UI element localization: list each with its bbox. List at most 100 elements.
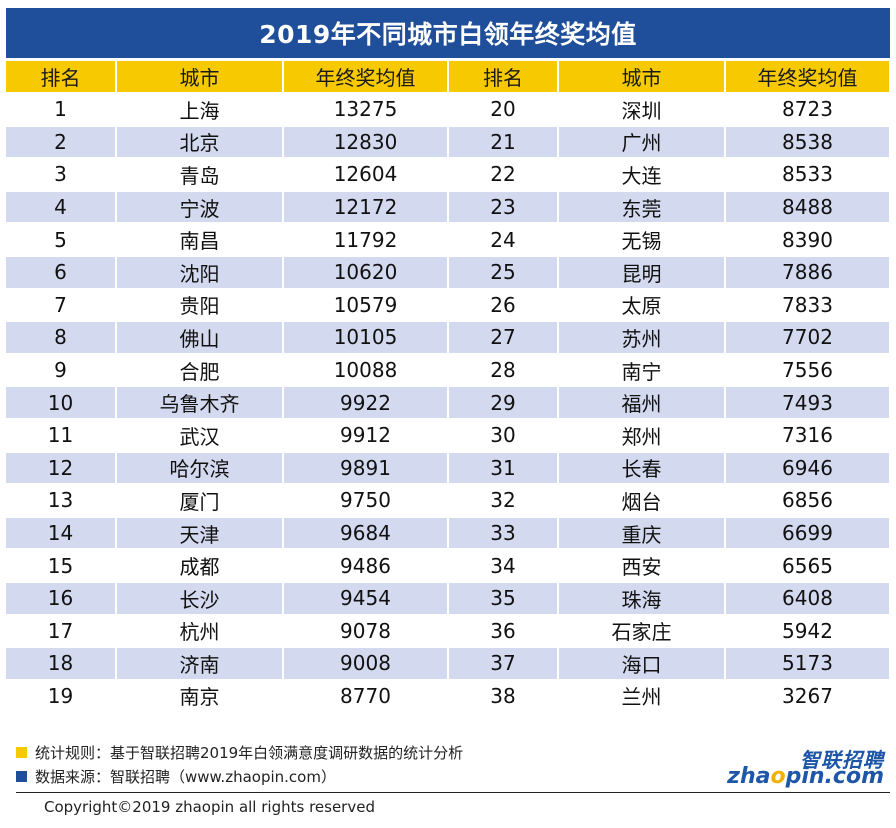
bonus-cell: 9008: [283, 647, 449, 681]
note-source-text: 数据来源：智联招聘（www.zhaopin.com）: [35, 767, 336, 786]
rank-cell: 18: [6, 647, 117, 681]
rank-cell: 4: [6, 190, 117, 225]
city-cell: 沈阳: [116, 255, 284, 290]
table-row: 10 乌鲁木齐 9922 29 福州 7493: [6, 386, 891, 420]
bonus-cell: 9486: [283, 549, 449, 583]
header-city-left: 城市: [116, 61, 284, 94]
bonus-cell: 5173: [725, 647, 891, 681]
city-cell: 大连: [558, 158, 726, 192]
bonus-cell: 7886: [725, 255, 891, 290]
bonus-cell: 12604: [283, 158, 449, 192]
table-row: 3 青岛 12604 22 大连 8533: [6, 158, 891, 192]
table-row: 16 长沙 9454 35 珠海 6408: [6, 581, 891, 616]
city-cell: 无锡: [558, 223, 726, 257]
yellow-square-icon: [16, 746, 27, 758]
rank-cell: 33: [448, 516, 559, 551]
blue-square-icon: [16, 770, 27, 782]
header-bonus-right: 年终奖均值: [725, 61, 891, 94]
table-row: 14 天津 9684 33 重庆 6699: [6, 516, 891, 551]
bonus-cell: 9891: [283, 451, 449, 486]
table-row: 2 北京 12830 21 广州 8538: [6, 125, 891, 160]
city-cell: 西安: [558, 549, 726, 583]
city-cell: 上海: [116, 93, 284, 127]
rank-cell: 16: [6, 581, 117, 616]
note-rule-text: 统计规则：基于智联招聘2019年白领满意度调研数据的统计分析: [35, 743, 464, 762]
rank-cell: 8: [6, 321, 117, 355]
table-row: 5 南昌 11792 24 无锡 8390: [6, 223, 891, 257]
bonus-cell: 9078: [283, 614, 449, 649]
city-cell: 哈尔滨: [116, 451, 284, 486]
city-cell: 深圳: [558, 93, 726, 127]
city-cell: 广州: [558, 125, 726, 160]
rank-cell: 19: [6, 679, 117, 714]
bonus-cell: 5942: [725, 614, 891, 649]
city-cell: 青岛: [116, 158, 284, 192]
city-cell: 厦门: [116, 484, 284, 518]
rank-cell: 17: [6, 614, 117, 649]
bonus-cell: 7833: [725, 288, 891, 323]
bonus-cell: 3267: [725, 679, 891, 714]
header-rank-left: 排名: [6, 61, 117, 94]
bonus-cell: 10105: [283, 321, 449, 355]
bonus-cell: 6856: [725, 484, 891, 518]
rank-cell: 11: [6, 418, 117, 453]
rank-cell: 20: [448, 93, 559, 127]
city-cell: 海口: [558, 647, 726, 681]
city-cell: 烟台: [558, 484, 726, 518]
city-cell: 宁波: [116, 190, 284, 225]
bonus-cell: 8390: [725, 223, 891, 257]
table-row: 12 哈尔滨 9891 31 长春 6946: [6, 451, 891, 486]
bonus-cell: 7556: [725, 353, 891, 388]
bonus-cell: 12172: [283, 190, 449, 225]
table-row: 9 合肥 10088 28 南宁 7556: [6, 353, 891, 388]
city-cell: 兰州: [558, 679, 726, 714]
bonus-cell: 8538: [725, 125, 891, 160]
bonus-cell: 8488: [725, 190, 891, 225]
bonus-cell: 10088: [283, 353, 449, 388]
bonus-cell: 6699: [725, 516, 891, 551]
city-cell: 合肥: [116, 353, 284, 388]
table-row: 13 厦门 9750 32 烟台 6856: [6, 484, 891, 518]
rank-cell: 38: [448, 679, 559, 714]
city-cell: 苏州: [558, 321, 726, 355]
rank-cell: 32: [448, 484, 559, 518]
rank-cell: 27: [448, 321, 559, 355]
city-cell: 乌鲁木齐: [116, 386, 284, 420]
bonus-cell: 6946: [725, 451, 891, 486]
rank-cell: 6: [6, 255, 117, 290]
city-cell: 南京: [116, 679, 284, 714]
table-row: 6 沈阳 10620 25 昆明 7886: [6, 255, 891, 290]
rank-cell: 22: [448, 158, 559, 192]
rank-cell: 35: [448, 581, 559, 616]
bonus-cell: 8533: [725, 158, 891, 192]
city-cell: 郑州: [558, 418, 726, 453]
rank-cell: 37: [448, 647, 559, 681]
table-row: 11 武汉 9912 30 郑州 7316: [6, 418, 891, 453]
city-cell: 成都: [116, 549, 284, 583]
table-row: 17 杭州 9078 36 石家庄 5942: [6, 614, 891, 649]
rank-cell: 1: [6, 93, 117, 127]
city-cell: 佛山: [116, 321, 284, 355]
copyright: Copyright©2019 zhaopin all rights reserv…: [44, 798, 375, 816]
table-title: 2019年不同城市白领年终奖均值: [6, 8, 890, 58]
rank-cell: 36: [448, 614, 559, 649]
city-cell: 南昌: [116, 223, 284, 257]
zhaopin-logo: 智联招聘 zhaopin.com: [727, 744, 884, 789]
city-cell: 天津: [116, 516, 284, 551]
rank-cell: 3: [6, 158, 117, 192]
bonus-cell: 8770: [283, 679, 449, 714]
bonus-cell: 12830: [283, 125, 449, 160]
logo-en-text: zhaopin.com: [727, 764, 884, 789]
rank-cell: 9: [6, 353, 117, 388]
city-cell: 珠海: [558, 581, 726, 616]
table-row: 15 成都 9486 34 西安 6565: [6, 549, 891, 583]
bonus-cell: 13275: [283, 93, 449, 127]
rank-cell: 31: [448, 451, 559, 486]
note-rule: 统计规则：基于智联招聘2019年白领满意度调研数据的统计分析: [16, 740, 463, 764]
bonus-cell: 10620: [283, 255, 449, 290]
rank-cell: 34: [448, 549, 559, 583]
notes: 统计规则：基于智联招聘2019年白领满意度调研数据的统计分析 数据来源：智联招聘…: [16, 740, 463, 788]
city-cell: 石家庄: [558, 614, 726, 649]
table-row: 8 佛山 10105 27 苏州 7702: [6, 321, 891, 355]
rank-cell: 10: [6, 386, 117, 420]
